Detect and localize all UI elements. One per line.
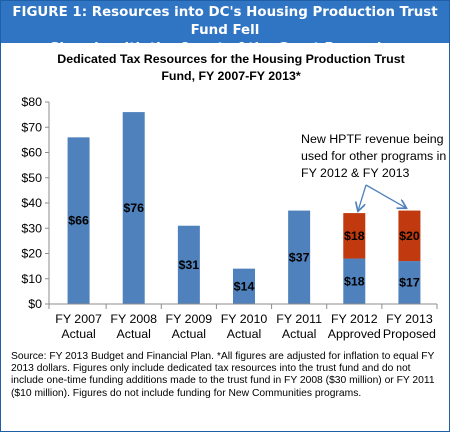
y-tick-label: $80 xyxy=(21,95,42,109)
figure-title-line-1: FIGURE 1: Resources into DC's Housing Pr… xyxy=(12,5,438,38)
x-tick-label: Actual xyxy=(227,327,261,341)
y-tick-label: $70 xyxy=(21,120,42,134)
bar-segment xyxy=(398,261,421,304)
x-tick-label: FY 2007 xyxy=(55,312,102,326)
bar-value-label: $18 xyxy=(344,274,365,288)
annotation-arrow xyxy=(365,184,405,208)
x-tick-label: Actual xyxy=(61,327,95,341)
bar-segment xyxy=(233,268,255,304)
x-tick-label: FY 2008 xyxy=(110,312,157,326)
x-tick-label: FY 2011 xyxy=(276,312,322,326)
bar-value-label: $76 xyxy=(123,201,144,215)
chart-title: Dedicated Tax Resources for the Housing … xyxy=(51,51,411,85)
x-tick-label: FY 2010 xyxy=(221,312,268,326)
x-tick-label: FY 2012 xyxy=(331,312,378,326)
annotation-arrow xyxy=(358,184,367,210)
bar-segment xyxy=(343,258,366,304)
y-tick-label: $50 xyxy=(21,171,42,185)
chart-title-line-2: Fund, FY 2007-FY 2013* xyxy=(161,69,301,83)
x-tick-label: Approved xyxy=(328,327,381,341)
annotation-text: New HPTF revenue being used for other pr… xyxy=(301,131,450,182)
x-tick-label: Actual xyxy=(172,327,206,341)
bar-segment xyxy=(343,213,366,259)
y-tick-label: $20 xyxy=(21,247,42,261)
y-tick-label: $60 xyxy=(21,146,42,160)
annotation-line-2: used for other programs in xyxy=(301,149,447,163)
bar-value-label: $20 xyxy=(399,229,420,243)
bar-value-label: $17 xyxy=(399,276,420,290)
bar-segment xyxy=(122,112,145,304)
y-tick-label: $0 xyxy=(28,297,42,311)
bar-value-label: $66 xyxy=(68,214,89,228)
x-tick-label: Actual xyxy=(116,327,150,341)
y-tick-label: $30 xyxy=(21,221,42,235)
source-note: Source: FY 2013 Budget and Financial Pla… xyxy=(11,351,435,399)
figure-title-banner: FIGURE 1: Resources into DC's Housing Pr… xyxy=(1,1,449,56)
y-tick-label: $40 xyxy=(21,196,42,210)
bar-value-label: $37 xyxy=(289,250,310,264)
bar-value-label: $31 xyxy=(179,258,200,272)
annotation-line-1: New HPTF revenue being xyxy=(301,132,444,146)
bar-segment xyxy=(288,210,311,304)
x-tick-label: Actual xyxy=(282,327,316,341)
bar-segment xyxy=(398,210,421,262)
chart-title-line-1: Dedicated Tax Resources for the Housing … xyxy=(57,52,405,66)
y-tick-label: $10 xyxy=(21,272,42,286)
x-tick-label: Proposed xyxy=(383,327,436,341)
annotation-line-3: FY 2012 & FY 2013 xyxy=(301,166,410,180)
x-tick-label: FY 2013 xyxy=(386,312,433,326)
bar-segment xyxy=(67,137,90,304)
x-tick-label: FY 2009 xyxy=(166,312,213,326)
bar-value-label: $14 xyxy=(234,279,255,293)
bar-segment xyxy=(177,225,200,304)
figure-title-line-2: Sharply with the Onset of the Great Rece… xyxy=(49,41,401,56)
bar-value-label: $18 xyxy=(344,229,365,243)
